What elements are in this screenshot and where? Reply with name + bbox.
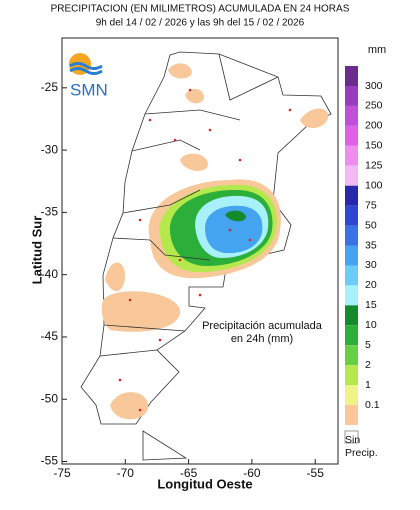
legend-label: 15 (365, 299, 377, 311)
x-tick-label: -75 (53, 466, 71, 480)
legend-label: 50 (365, 219, 377, 231)
legend-label: 1 (365, 379, 371, 391)
legend-swatch (345, 285, 358, 306)
legend-swatch (345, 66, 358, 86)
tierra-del-fuego (142, 430, 188, 461)
legend-swatch (345, 86, 358, 106)
legend-no-precip-swatch (344, 430, 359, 444)
x-axis-label: Longitud Oeste (157, 476, 252, 491)
legend-label: 125 (365, 160, 383, 172)
legend-swatch (345, 225, 358, 246)
y-tick-label: -50 (41, 391, 59, 405)
logo-waves (69, 62, 103, 75)
province-borders (99, 53, 279, 357)
precip-area (300, 108, 329, 129)
legend-swatch (345, 125, 358, 146)
precip-area (180, 153, 208, 172)
precip-area (110, 392, 149, 420)
legend-label: 100 (365, 179, 383, 191)
legend-swatch (345, 325, 358, 346)
y-tick-label: -35 (41, 205, 59, 219)
legend-swatch (345, 245, 358, 266)
legend-label: 150 (365, 140, 383, 152)
legend-swatch (345, 385, 358, 406)
title: PRECIPITACION (EN MILIMETROS) ACUMULADA … (51, 4, 350, 15)
legend-swatch (345, 345, 358, 366)
x-tick-label: -70 (117, 466, 135, 480)
legend-swatch (345, 105, 358, 126)
annotation: Precipitación acumulada (202, 320, 323, 332)
legend-label: 0.1 (365, 399, 380, 411)
legend-swatch (345, 305, 358, 326)
x-tick-label: -60 (243, 466, 261, 480)
country-map (80, 51, 332, 461)
legend-swatch (345, 145, 358, 166)
legend-swatch (345, 165, 358, 186)
legend-swatch (345, 205, 358, 226)
y-tick-label: -25 (41, 80, 59, 94)
legend-swatch (345, 265, 358, 286)
annotation: en 24h (mm) (231, 333, 293, 345)
precip-area (105, 262, 125, 292)
legend-label: 35 (365, 239, 377, 251)
legend-label: 75 (365, 199, 377, 211)
precip-area (168, 63, 192, 79)
subtitle: 9h del 14 / 02 / 2026 y las 9h del 15 / … (96, 18, 305, 29)
legend-swatch (345, 405, 358, 425)
x-tick-label: -55 (307, 466, 325, 480)
y-tick-label: -30 (41, 142, 59, 156)
y-tick-label: -55 (41, 454, 59, 468)
legend-no-precip-label: Precip. (345, 447, 378, 459)
legend-no-precip-label: Sin (345, 434, 360, 446)
precip-area (205, 205, 263, 254)
precip-area (185, 88, 205, 104)
legend-label: 30 (365, 259, 377, 271)
legend-label: 2 (365, 359, 371, 371)
legend-label: 10 (365, 319, 377, 331)
logo: SMN (69, 53, 108, 99)
logo-text: SMN (70, 80, 108, 99)
stations (118, 88, 292, 412)
x-tick-label: -65 (180, 466, 198, 480)
legend-label: 5 (365, 339, 371, 351)
legend-swatch (345, 365, 358, 386)
y-tick-label: -40 (41, 267, 59, 281)
precip-area (225, 210, 246, 222)
legend-label: 20 (365, 279, 377, 291)
legend-label: 200 (365, 120, 383, 132)
y-tick-label: -45 (41, 329, 59, 343)
legend-unit: mm (368, 44, 386, 56)
legend-label: 300 (365, 80, 383, 92)
y-axis-label: Latitud Sur (29, 216, 44, 285)
legend-swatch (345, 185, 358, 206)
legend-label: 250 (365, 100, 383, 112)
precip-area (101, 291, 181, 332)
